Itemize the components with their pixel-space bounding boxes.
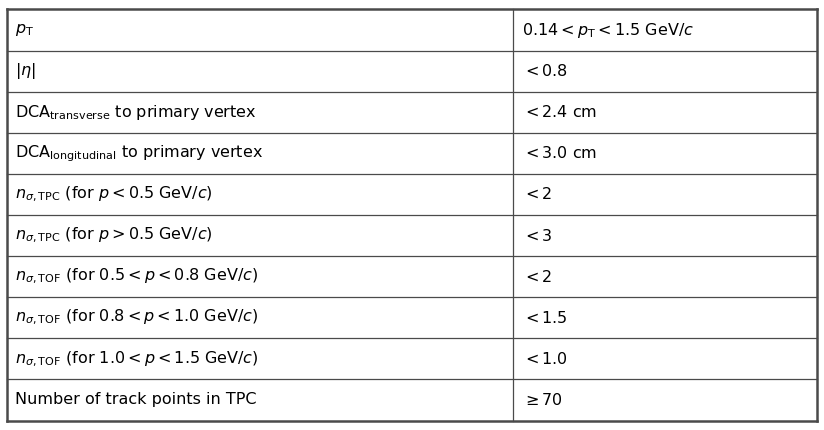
Text: $< 3$: $< 3$ (522, 227, 552, 243)
Text: $n_{\sigma,\mathrm{TOF}}$ (for $0.5 < p < 0.8$ GeV/$c$): $n_{\sigma,\mathrm{TOF}}$ (for $0.5 < p … (15, 267, 258, 286)
Text: $< 2$: $< 2$ (522, 269, 552, 285)
Text: $< 1.0$: $< 1.0$ (522, 351, 568, 367)
Text: $|\eta|$: $|\eta|$ (15, 61, 35, 81)
Text: $p_{\mathrm{T}}$: $p_{\mathrm{T}}$ (15, 22, 34, 38)
Text: $< 2$: $< 2$ (522, 187, 552, 203)
Text: $< 3.0$ cm: $< 3.0$ cm (522, 145, 597, 161)
Text: DCA$_{\mathregular{longitudinal}}$ to primary vertex: DCA$_{\mathregular{longitudinal}}$ to pr… (15, 143, 263, 164)
Text: DCA$_{\mathregular{transverse}}$ to primary vertex: DCA$_{\mathregular{transverse}}$ to prim… (15, 103, 256, 122)
Text: $0.14 < p_{\mathrm{T}} < 1.5$ GeV/$c$: $0.14 < p_{\mathrm{T}} < 1.5$ GeV/$c$ (522, 21, 694, 40)
Text: $n_{\sigma,\mathrm{TPC}}$ (for $p < 0.5$ GeV/$c$): $n_{\sigma,\mathrm{TPC}}$ (for $p < 0.5$… (15, 185, 213, 204)
Text: $\geq$70: $\geq$70 (522, 392, 563, 408)
Text: $n_{\sigma,\mathrm{TPC}}$ (for $p > 0.5$ GeV/$c$): $n_{\sigma,\mathrm{TPC}}$ (for $p > 0.5$… (15, 226, 213, 245)
Text: Number of track points in TPC: Number of track points in TPC (15, 393, 256, 408)
Text: $< 1.5$: $< 1.5$ (522, 310, 567, 326)
Text: $< 0.8$: $< 0.8$ (522, 63, 567, 79)
Text: $n_{\sigma,\mathrm{TOF}}$ (for $0.8 < p < 1.0$ GeV/$c$): $n_{\sigma,\mathrm{TOF}}$ (for $0.8 < p … (15, 308, 258, 327)
Text: $n_{\sigma,\mathrm{TOF}}$ (for $1.0 < p < 1.5$ GeV/$c$): $n_{\sigma,\mathrm{TOF}}$ (for $1.0 < p … (15, 349, 259, 369)
Text: $< 2.4$ cm: $< 2.4$ cm (522, 104, 597, 120)
